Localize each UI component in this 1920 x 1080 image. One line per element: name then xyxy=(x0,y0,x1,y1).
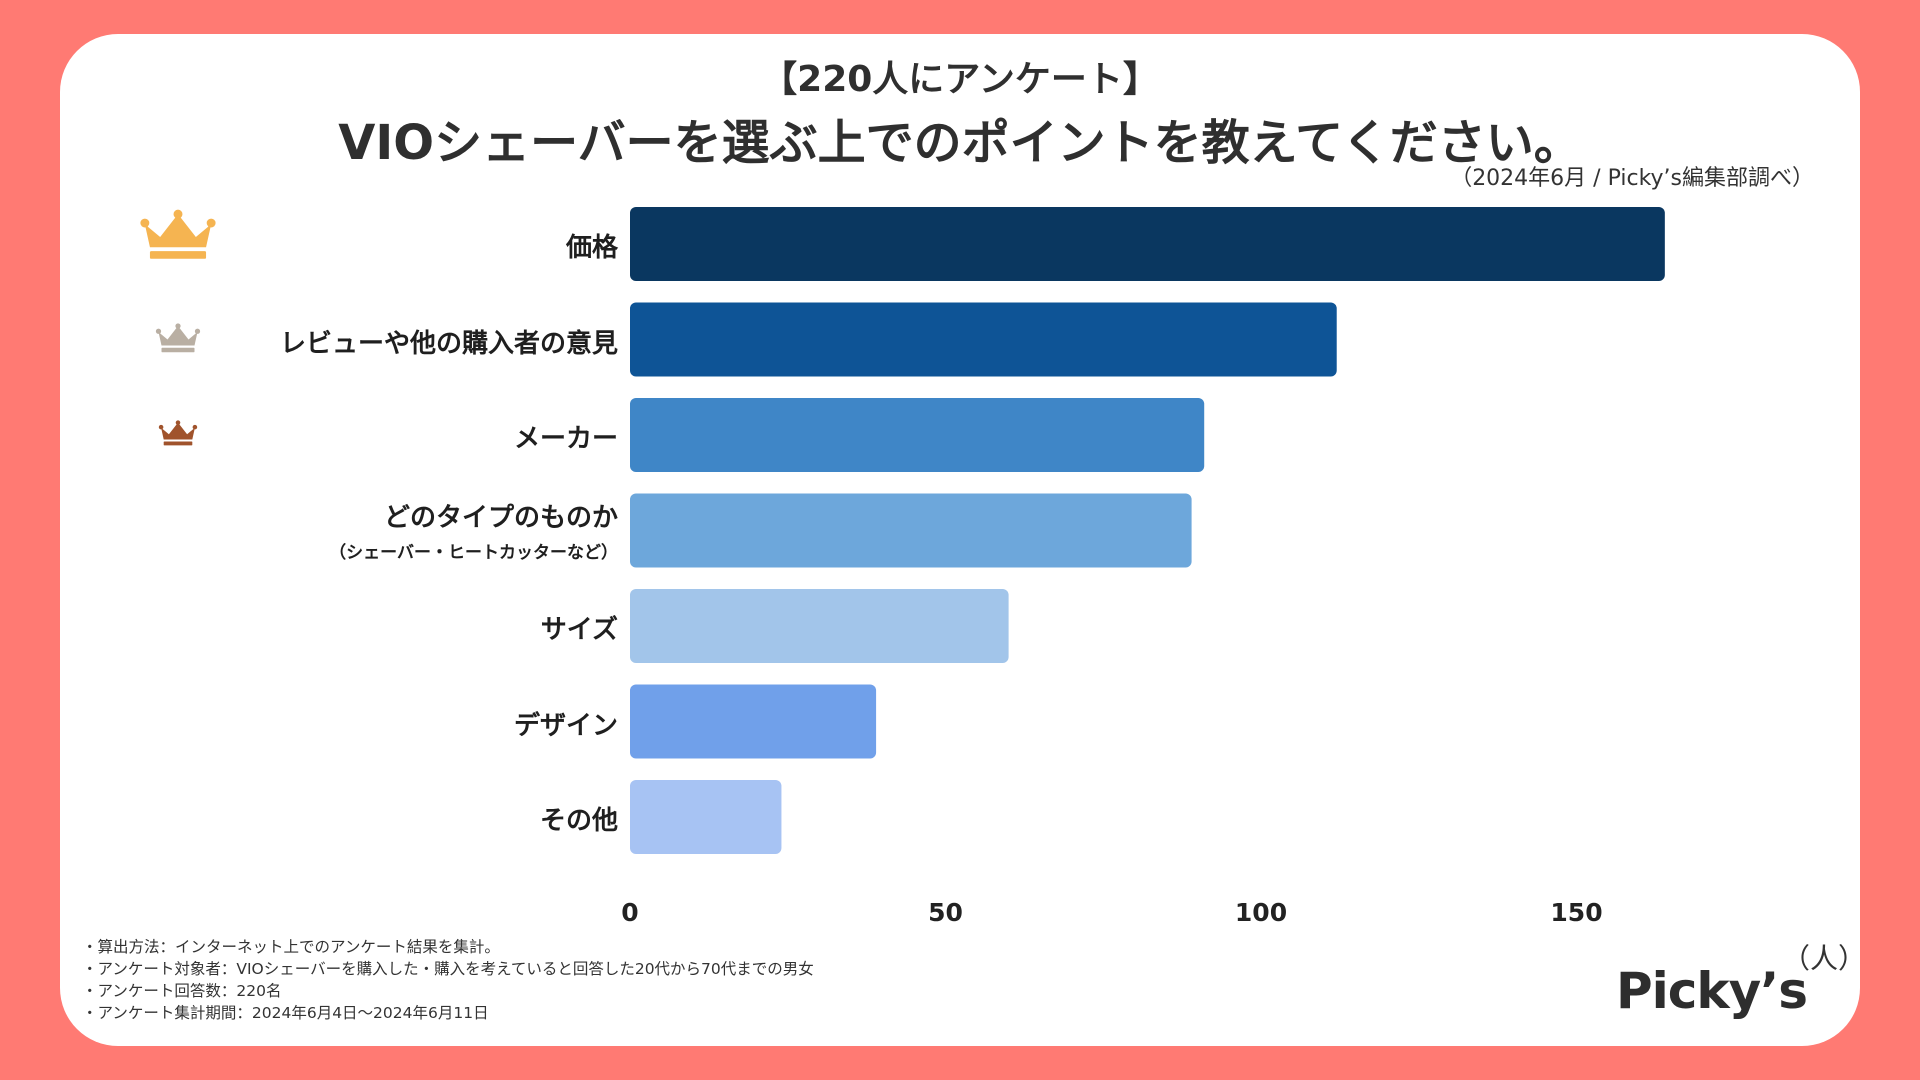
unit-label: （人） xyxy=(1782,942,1867,975)
category-label-sub: （シェーバー・ヒートカッターなど） xyxy=(329,542,618,563)
category-label: サイズ xyxy=(541,609,618,646)
category-label-main: 価格 xyxy=(565,233,618,263)
bar-2 xyxy=(630,302,1337,377)
category-label-main: その他 xyxy=(539,806,618,836)
crown-icon xyxy=(155,322,201,352)
category-label-main: デザイン xyxy=(513,710,618,741)
category-label-main: どのタイプのものか xyxy=(383,502,618,533)
bar-1 xyxy=(630,207,1665,281)
category-label-main: レビューや他の購入者の意見 xyxy=(279,328,618,359)
bar-6 xyxy=(630,684,877,759)
note-period: ・アンケート集計期間：2024年6月4日〜2024年6月11日 xyxy=(82,1004,489,1022)
crown-icon xyxy=(140,209,216,259)
survey-notes: ・算出方法：インターネット上でのアンケート結果を集計。 ・アンケート対象者：VI… xyxy=(82,936,814,1024)
crown-icon xyxy=(158,420,198,446)
category-label: 価格 xyxy=(566,227,618,264)
bar-5 xyxy=(630,589,1009,663)
bar-7 xyxy=(630,780,782,854)
category-label: メーカー xyxy=(514,418,618,455)
chart-title: VIOシェーバーを選ぶ上でのポイントを教えてください。 xyxy=(338,115,1582,171)
category-label: レビューや他の購入者の意見 xyxy=(280,323,618,360)
bar-3 xyxy=(630,398,1205,472)
note-target: ・アンケート対象者：VIOシェーバーを購入した・購入を考えていると回答した20代… xyxy=(82,960,814,978)
note-count: ・アンケート回答数：220名 xyxy=(82,982,282,1000)
chart-subtitle: 【220人にアンケート】 xyxy=(761,59,1159,100)
category-label-main: メーカー xyxy=(513,424,618,454)
x-tick-label: 0 xyxy=(621,898,638,927)
x-tick-label: 100 xyxy=(1235,898,1287,927)
source-note: （2024年6月 / Picky’s編集部調べ） xyxy=(1450,166,1814,191)
note-method: ・算出方法：インターネット上でのアンケート結果を集計。 xyxy=(82,938,500,956)
category-label: どのタイプのものか （シェーバー・ヒートカッターなど） xyxy=(329,497,618,563)
x-tick-label: 50 xyxy=(928,898,963,927)
category-label: デザイン xyxy=(514,705,618,742)
category-label-main: サイズ xyxy=(540,615,618,645)
x-tick-label: 150 xyxy=(1550,898,1602,927)
brand-logo: Picky’s xyxy=(1616,962,1808,1020)
category-label: その他 xyxy=(540,800,618,837)
bar-4 xyxy=(630,493,1192,568)
